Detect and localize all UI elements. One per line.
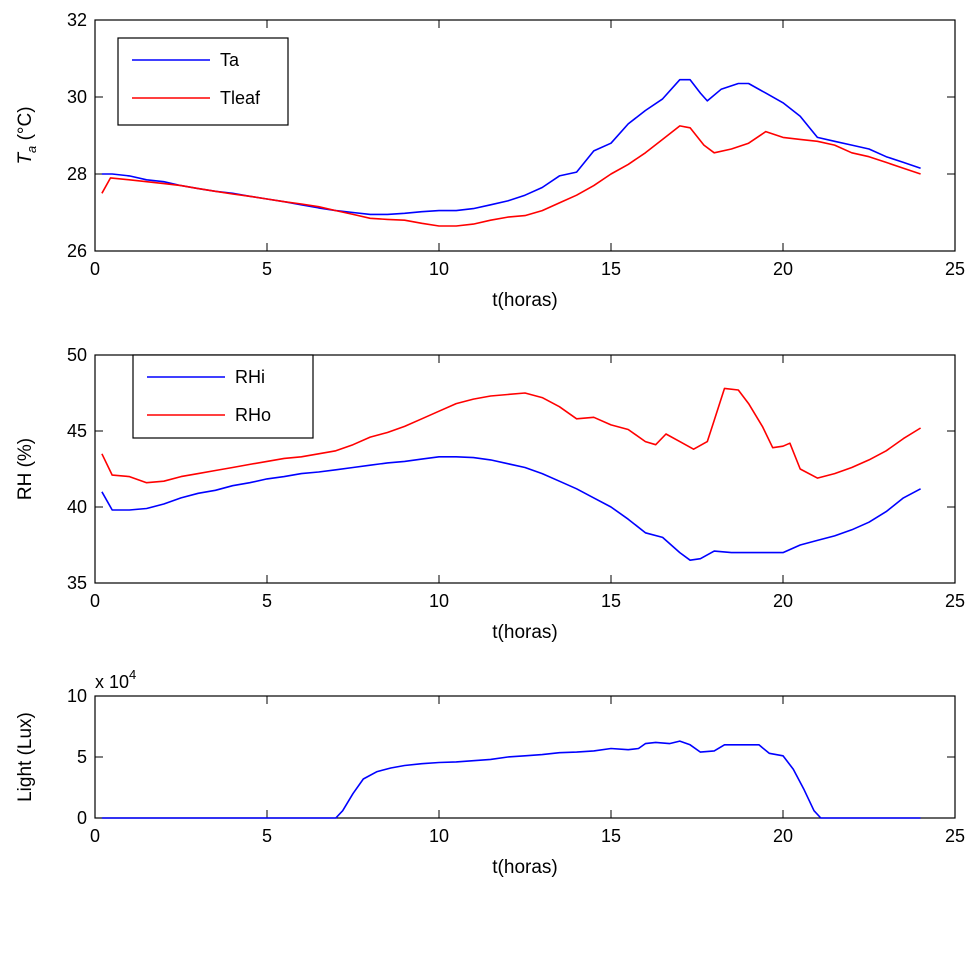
x-tick-label: 15 xyxy=(601,591,621,611)
axes-box xyxy=(94,695,956,819)
x-tick-label: 20 xyxy=(773,259,793,279)
temperature-panel: 0 5 10 15 20 25 26 28 30 32 t(horas) Ta (°C) Ta Tleaf xyxy=(15,10,965,311)
y-tick-label: 5 xyxy=(77,747,87,767)
y-tick-label: 50 xyxy=(67,345,87,365)
x-axis-label: t(horas) xyxy=(492,857,557,878)
series-line-rho xyxy=(101,387,922,484)
y-tick-label: 30 xyxy=(67,87,87,107)
series-line-tleaf xyxy=(101,125,921,227)
x-tick-label: 5 xyxy=(262,826,272,846)
y-tick-label: 0 xyxy=(77,808,87,828)
legend: Ta Tleaf xyxy=(117,37,289,126)
series-line-rhi xyxy=(101,456,921,561)
y-tick-label: 10 xyxy=(67,686,87,706)
y-tick-label: 35 xyxy=(67,573,87,593)
x-tick-label: 0 xyxy=(90,826,100,846)
x-tick-label: 25 xyxy=(945,591,965,611)
x-axis-label: t(horas) xyxy=(492,622,557,643)
x-axis-label: t(horas) xyxy=(492,290,557,311)
y-tick-label: 28 xyxy=(67,164,87,184)
legend-label: Ta xyxy=(220,50,240,70)
series-line-light xyxy=(101,740,921,819)
light-panel: 0 5 10 15 20 25 0 5 10 t(horas) Light (Lux) x 104 xyxy=(15,667,965,878)
x-tick-label: 10 xyxy=(429,591,449,611)
y-tick-label: 32 xyxy=(67,10,87,30)
humidity-panel: 0 5 10 15 20 25 35 40 45 50 t(horas) RH (%) RHi RHo xyxy=(15,345,965,643)
x-tick-label: 10 xyxy=(429,259,449,279)
x-tick-label: 25 xyxy=(945,259,965,279)
y-axis-label: Ta (°C) xyxy=(15,106,39,164)
legend-box xyxy=(117,37,289,126)
y-multiplier-label: x 104 xyxy=(95,667,136,692)
legend: RHi RHo xyxy=(132,354,314,439)
legend-label: RHo xyxy=(235,405,271,425)
x-tick-label: 20 xyxy=(773,591,793,611)
x-tick-label: 20 xyxy=(773,826,793,846)
x-tick-label: 0 xyxy=(90,259,100,279)
legend-label: RHi xyxy=(235,367,265,387)
x-tick-label: 0 xyxy=(90,591,100,611)
x-tick-label: 5 xyxy=(262,591,272,611)
x-tick-label: 10 xyxy=(429,826,449,846)
legend-box xyxy=(132,354,314,439)
legend-label: Tleaf xyxy=(220,88,261,108)
x-tick-label: 25 xyxy=(945,826,965,846)
x-tick-label: 15 xyxy=(601,259,621,279)
y-axis-label: RH (%) xyxy=(15,438,36,500)
x-tick-label: 15 xyxy=(601,826,621,846)
x-tick-label: 5 xyxy=(262,259,272,279)
y-tick-label: 26 xyxy=(67,241,87,261)
y-axis-label: Light (Lux) xyxy=(15,712,36,802)
y-tick-label: 45 xyxy=(67,421,87,441)
y-tick-label: 40 xyxy=(67,497,87,517)
